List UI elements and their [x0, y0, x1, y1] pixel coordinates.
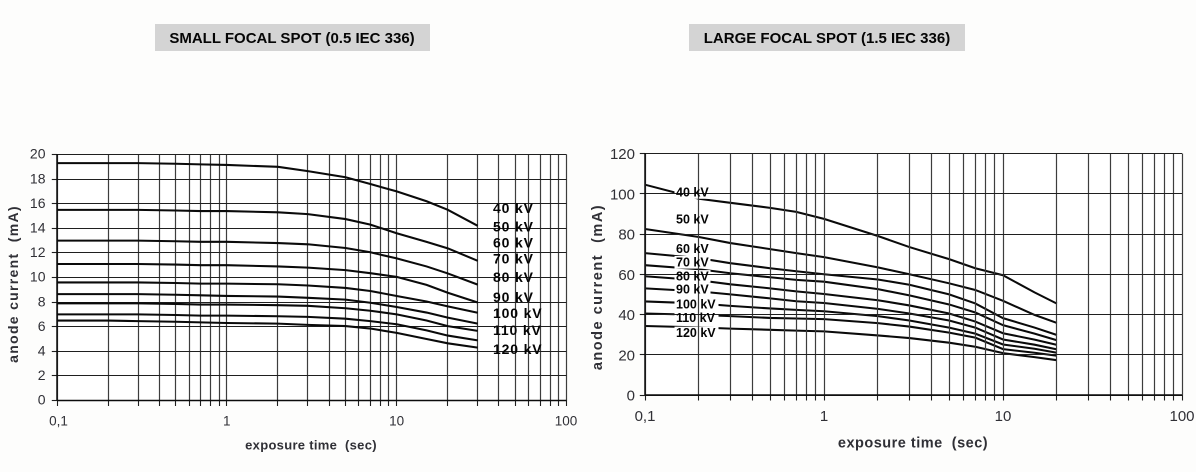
svg-text:120 kV: 120 kV	[493, 341, 542, 357]
svg-text:0,1: 0,1	[49, 414, 68, 429]
svg-text:20: 20	[618, 347, 635, 364]
svg-text:100 kV: 100 kV	[676, 298, 716, 312]
svg-text:60 kV: 60 kV	[676, 242, 709, 256]
svg-text:6: 6	[38, 318, 46, 334]
svg-text:60 kV: 60 kV	[493, 234, 534, 250]
svg-text:12: 12	[30, 244, 46, 260]
svg-text:50 kV: 50 kV	[493, 218, 534, 234]
svg-text:40: 40	[618, 307, 635, 324]
svg-text:80 kV: 80 kV	[676, 269, 709, 283]
svg-text:90 kV: 90 kV	[676, 283, 709, 297]
svg-text:1: 1	[223, 414, 231, 429]
svg-text:10: 10	[30, 269, 46, 285]
svg-text:70 kV: 70 kV	[493, 251, 534, 267]
svg-text:0,1: 0,1	[635, 408, 656, 425]
svg-text:120 kV: 120 kV	[676, 326, 716, 340]
svg-text:1: 1	[820, 408, 828, 425]
svg-text:70 kV: 70 kV	[676, 255, 709, 269]
svg-text:10: 10	[389, 414, 404, 429]
svg-text:90 kV: 90 kV	[493, 289, 534, 305]
svg-text:10: 10	[995, 408, 1012, 425]
svg-text:18: 18	[30, 170, 46, 186]
svg-text:4: 4	[38, 343, 46, 359]
svg-text:100: 100	[1169, 408, 1194, 425]
svg-text:80 kV: 80 kV	[493, 269, 534, 285]
svg-text:8: 8	[38, 293, 46, 309]
svg-text:exposure time (sec): exposure time (sec)	[245, 438, 377, 453]
svg-text:60: 60	[618, 267, 635, 284]
svg-text:40 kV: 40 kV	[493, 200, 534, 216]
svg-text:100: 100	[610, 186, 635, 203]
svg-text:20: 20	[30, 146, 46, 162]
svg-text:anode current (mA): anode current (mA)	[5, 205, 21, 363]
svg-text:110 kV: 110 kV	[676, 311, 716, 325]
svg-text:120: 120	[610, 146, 635, 163]
svg-text:anode current (mA): anode current (mA)	[590, 204, 606, 370]
svg-text:110 kV: 110 kV	[493, 322, 542, 338]
svg-text:LARGE FOCAL SPOT (1.5 IEC 336): LARGE FOCAL SPOT (1.5 IEC 336)	[704, 30, 950, 47]
svg-text:80: 80	[618, 227, 635, 244]
svg-text:50 kV: 50 kV	[676, 213, 709, 227]
svg-text:100 kV: 100 kV	[493, 305, 542, 321]
svg-text:16: 16	[30, 195, 46, 211]
svg-text:14: 14	[30, 220, 46, 236]
svg-text:2: 2	[38, 367, 46, 383]
svg-text:0: 0	[627, 388, 635, 405]
svg-text:SMALL FOCAL SPOT (0.5 IEC 336): SMALL FOCAL SPOT (0.5 IEC 336)	[169, 30, 414, 47]
svg-text:100: 100	[555, 414, 578, 429]
svg-text:exposure time (sec): exposure time (sec)	[838, 436, 988, 452]
svg-text:0: 0	[38, 392, 46, 408]
svg-text:40 kV: 40 kV	[676, 186, 709, 200]
